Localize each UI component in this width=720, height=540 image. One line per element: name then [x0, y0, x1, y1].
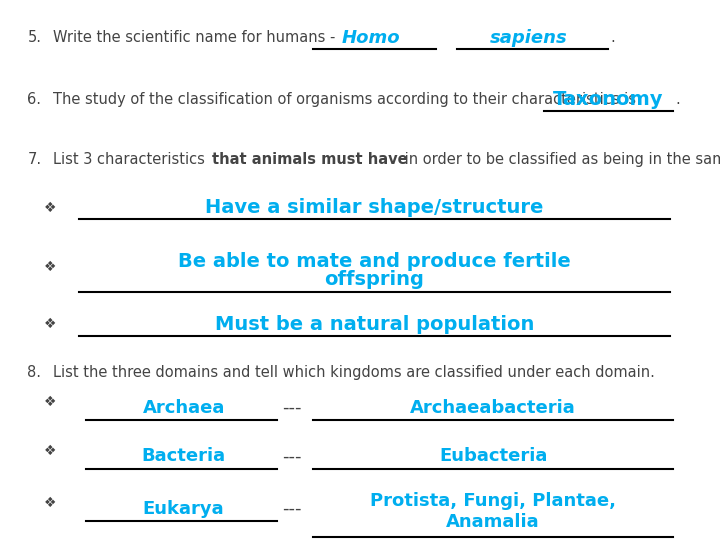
Text: Homo: Homo	[341, 29, 400, 47]
Text: Anamalia: Anamalia	[446, 513, 540, 531]
Text: 7.: 7.	[27, 152, 42, 167]
Text: ---: ---	[282, 447, 302, 465]
Text: ❖: ❖	[44, 444, 57, 458]
Text: ---: ---	[282, 500, 302, 518]
Text: List 3 characteristics: List 3 characteristics	[53, 152, 209, 167]
Text: ❖: ❖	[44, 260, 57, 274]
Text: ❖: ❖	[44, 496, 57, 510]
Text: Eubacteria: Eubacteria	[439, 447, 547, 465]
Text: ---: ---	[282, 399, 302, 417]
Text: sapiens: sapiens	[490, 29, 568, 47]
Text: 6.: 6.	[27, 92, 41, 107]
Text: .: .	[611, 30, 616, 45]
Text: The study of the classification of organisms according to their characteristics : The study of the classification of organ…	[53, 92, 640, 107]
Text: Have a similar shape/structure: Have a similar shape/structure	[205, 198, 544, 218]
Text: ❖: ❖	[44, 317, 57, 331]
Text: 8.: 8.	[27, 365, 41, 380]
Text: List the three domains and tell which kingdoms are classified under each domain.: List the three domains and tell which ki…	[53, 365, 654, 380]
Text: in order to be classified as being in the same species:: in order to be classified as being in th…	[400, 152, 720, 167]
Text: Be able to mate and produce fertile: Be able to mate and produce fertile	[178, 252, 571, 272]
Text: Bacteria: Bacteria	[142, 447, 225, 465]
Text: Archaea: Archaea	[143, 399, 225, 417]
Text: that animals must have: that animals must have	[212, 152, 408, 167]
Text: offspring: offspring	[325, 270, 424, 289]
Text: Must be a natural population: Must be a natural population	[215, 314, 534, 334]
Text: Taxonomy: Taxonomy	[553, 90, 664, 110]
Text: .: .	[675, 92, 680, 107]
Text: ❖: ❖	[44, 201, 57, 215]
Text: Eukarya: Eukarya	[143, 500, 225, 518]
Text: Archaeabacteria: Archaeabacteria	[410, 399, 576, 417]
Text: 5.: 5.	[27, 30, 41, 45]
Text: Write the scientific name for humans -: Write the scientific name for humans -	[53, 30, 340, 45]
Text: Protista, Fungi, Plantae,: Protista, Fungi, Plantae,	[370, 491, 616, 510]
Text: ❖: ❖	[44, 395, 57, 409]
